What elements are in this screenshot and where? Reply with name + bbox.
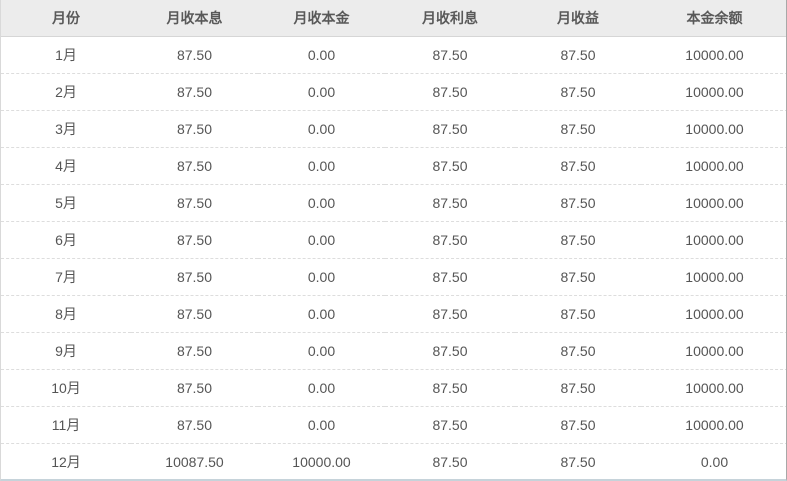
cell-principal_interest: 87.50 xyxy=(131,109,258,147)
column-header-income: 月收益 xyxy=(515,0,641,37)
cell-month: 7月 xyxy=(1,257,131,295)
cell-income: 87.50 xyxy=(515,405,641,443)
cell-month: 9月 xyxy=(1,331,131,369)
cell-income: 87.50 xyxy=(515,368,641,406)
cell-principal_interest: 87.50 xyxy=(131,36,258,73)
cell-principal: 0.00 xyxy=(258,183,385,221)
cell-principal_interest: 87.50 xyxy=(131,72,258,110)
cell-income: 87.50 xyxy=(515,331,641,369)
cell-principal: 0.00 xyxy=(258,72,385,110)
cell-principal_interest: 87.50 xyxy=(131,331,258,369)
cell-principal: 0.00 xyxy=(258,405,385,443)
cell-interest: 87.50 xyxy=(385,146,515,184)
cell-month: 11月 xyxy=(1,405,131,443)
cell-principal: 0.00 xyxy=(258,36,385,73)
cell-balance: 10000.00 xyxy=(641,220,786,258)
cell-month: 3月 xyxy=(1,109,131,147)
cell-principal: 0.00 xyxy=(258,257,385,295)
cell-interest: 87.50 xyxy=(385,220,515,258)
cell-balance: 10000.00 xyxy=(641,109,786,147)
table-row: 9月 87.50 0.00 87.50 87.50 10000.00 xyxy=(1,331,786,369)
cell-interest: 87.50 xyxy=(385,405,515,443)
table-row: 7月 87.50 0.00 87.50 87.50 10000.00 xyxy=(1,257,786,295)
cell-balance: 10000.00 xyxy=(641,368,786,406)
cell-principal: 0.00 xyxy=(258,220,385,258)
cell-month: 5月 xyxy=(1,183,131,221)
cell-principal: 0.00 xyxy=(258,294,385,332)
cell-principal_interest: 87.50 xyxy=(131,294,258,332)
cell-balance: 0.00 xyxy=(641,442,786,479)
cell-principal_interest: 87.50 xyxy=(131,220,258,258)
cell-interest: 87.50 xyxy=(385,257,515,295)
cell-principal_interest: 87.50 xyxy=(131,146,258,184)
cell-balance: 10000.00 xyxy=(641,183,786,221)
cell-principal_interest: 87.50 xyxy=(131,257,258,295)
cell-principal: 0.00 xyxy=(258,368,385,406)
cell-principal: 0.00 xyxy=(258,331,385,369)
table-row: 8月 87.50 0.00 87.50 87.50 10000.00 xyxy=(1,294,786,332)
table-row: 6月 87.50 0.00 87.50 87.50 10000.00 xyxy=(1,220,786,258)
cell-balance: 10000.00 xyxy=(641,36,786,73)
cell-balance: 10000.00 xyxy=(641,72,786,110)
cell-income: 87.50 xyxy=(515,294,641,332)
cell-balance: 10000.00 xyxy=(641,294,786,332)
cell-interest: 87.50 xyxy=(385,294,515,332)
cell-income: 87.50 xyxy=(515,36,641,73)
cell-interest: 87.50 xyxy=(385,109,515,147)
cell-month: 6月 xyxy=(1,220,131,258)
cell-month: 4月 xyxy=(1,146,131,184)
cell-balance: 10000.00 xyxy=(641,146,786,184)
cell-balance: 10000.00 xyxy=(641,405,786,443)
column-header-principal: 月收本金 xyxy=(258,0,385,37)
table-row: 5月 87.50 0.00 87.50 87.50 10000.00 xyxy=(1,183,786,221)
cell-income: 87.50 xyxy=(515,257,641,295)
cell-principal: 10000.00 xyxy=(258,442,385,479)
cell-income: 87.50 xyxy=(515,109,641,147)
cell-interest: 87.50 xyxy=(385,183,515,221)
cell-balance: 10000.00 xyxy=(641,257,786,295)
cell-month: 2月 xyxy=(1,72,131,110)
cell-income: 87.50 xyxy=(515,442,641,479)
column-header-balance: 本金余额 xyxy=(641,0,786,37)
table-row: 2月 87.50 0.00 87.50 87.50 10000.00 xyxy=(1,72,786,110)
table-row: 3月 87.50 0.00 87.50 87.50 10000.00 xyxy=(1,109,786,147)
cell-income: 87.50 xyxy=(515,183,641,221)
column-header-principal_interest: 月收本息 xyxy=(131,0,258,37)
cell-interest: 87.50 xyxy=(385,331,515,369)
cell-principal: 0.00 xyxy=(258,109,385,147)
cell-principal_interest: 87.50 xyxy=(131,368,258,406)
cell-income: 87.50 xyxy=(515,72,641,110)
cell-interest: 87.50 xyxy=(385,368,515,406)
cell-principal: 0.00 xyxy=(258,146,385,184)
table-body: 1月 87.50 0.00 87.50 87.50 10000.00 2月 87.50 0.00… xyxy=(1,36,786,479)
cell-interest: 87.50 xyxy=(385,442,515,479)
table-row: 10月 87.50 0.00 87.50 87.50 10000.00 xyxy=(1,368,786,406)
cell-income: 87.50 xyxy=(515,220,641,258)
cell-principal_interest: 87.50 xyxy=(131,183,258,221)
cell-month: 1月 xyxy=(1,36,131,73)
table-header: 月份 月收本息 月收本金 月收利息 月收益 本金余额 xyxy=(1,0,786,37)
cell-balance: 10000.00 xyxy=(641,331,786,369)
cell-income: 87.50 xyxy=(515,146,641,184)
cell-interest: 87.50 xyxy=(385,36,515,73)
table-row: 1月 87.50 0.00 87.50 87.50 10000.00 xyxy=(1,36,786,73)
cell-interest: 87.50 xyxy=(385,72,515,110)
table-row: 12月 10087.50 10000.00 87.50 87.50 0.00 xyxy=(1,442,786,479)
table-row: 4月 87.50 0.00 87.50 87.50 10000.00 xyxy=(1,146,786,184)
column-header-interest: 月收利息 xyxy=(385,0,515,37)
cell-month: 8月 xyxy=(1,294,131,332)
header-row: 月份 月收本息 月收本金 月收利息 月收益 本金余额 xyxy=(1,0,786,37)
table-row: 11月 87.50 0.00 87.50 87.50 10000.00 xyxy=(1,405,786,443)
cell-month: 10月 xyxy=(1,368,131,406)
column-header-month: 月份 xyxy=(1,0,131,37)
cell-principal_interest: 87.50 xyxy=(131,405,258,443)
cell-principal_interest: 10087.50 xyxy=(131,442,258,479)
cell-month: 12月 xyxy=(1,442,131,479)
